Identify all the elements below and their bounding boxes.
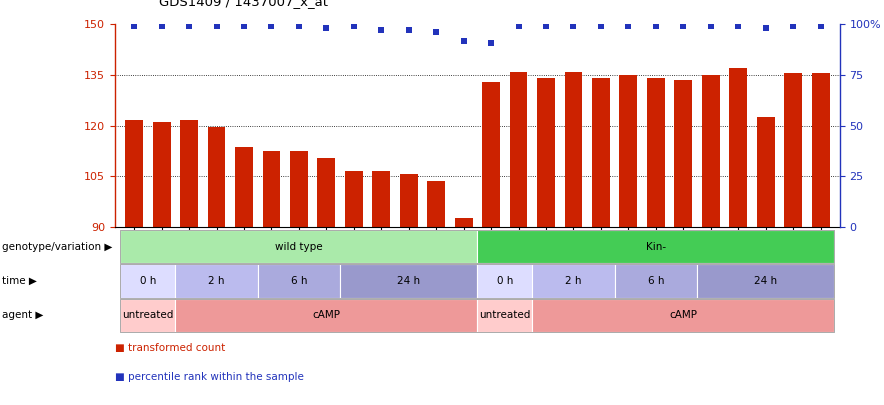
Bar bbox=[565, 72, 583, 227]
Bar bbox=[126, 121, 143, 227]
Text: 2 h: 2 h bbox=[209, 276, 225, 286]
Bar bbox=[208, 127, 225, 227]
Bar bbox=[482, 82, 500, 227]
Text: Kin-: Kin- bbox=[646, 242, 666, 252]
Bar bbox=[620, 75, 637, 227]
Bar bbox=[235, 147, 253, 227]
Bar bbox=[729, 68, 747, 227]
Bar bbox=[537, 78, 555, 227]
Text: 6 h: 6 h bbox=[291, 276, 307, 286]
Text: GDS1409 / 1437007_x_at: GDS1409 / 1437007_x_at bbox=[159, 0, 328, 8]
Text: 0 h: 0 h bbox=[140, 276, 156, 286]
Bar bbox=[592, 78, 610, 227]
Text: genotype/variation ▶: genotype/variation ▶ bbox=[2, 242, 112, 252]
Text: untreated: untreated bbox=[122, 311, 173, 320]
Bar bbox=[454, 218, 473, 227]
Bar bbox=[427, 181, 446, 227]
Bar bbox=[345, 171, 362, 227]
Text: 6 h: 6 h bbox=[648, 276, 664, 286]
Bar bbox=[702, 75, 720, 227]
Bar bbox=[400, 175, 417, 227]
Text: wild type: wild type bbox=[275, 242, 323, 252]
Bar bbox=[812, 73, 829, 227]
Bar bbox=[317, 158, 335, 227]
Bar bbox=[757, 117, 774, 227]
Bar bbox=[290, 151, 308, 227]
Text: cAMP: cAMP bbox=[312, 311, 340, 320]
Bar bbox=[263, 151, 280, 227]
Text: ■ transformed count: ■ transformed count bbox=[115, 343, 225, 353]
Bar bbox=[647, 78, 665, 227]
Text: 24 h: 24 h bbox=[397, 276, 420, 286]
Text: 0 h: 0 h bbox=[497, 276, 513, 286]
Text: agent ▶: agent ▶ bbox=[2, 311, 43, 320]
Text: 2 h: 2 h bbox=[565, 276, 582, 286]
Bar bbox=[784, 73, 802, 227]
Text: time ▶: time ▶ bbox=[2, 276, 36, 286]
Text: ■ percentile rank within the sample: ■ percentile rank within the sample bbox=[115, 372, 304, 382]
Bar bbox=[180, 121, 198, 227]
Bar bbox=[153, 122, 171, 227]
Bar bbox=[509, 72, 528, 227]
Text: 24 h: 24 h bbox=[754, 276, 777, 286]
Bar bbox=[372, 171, 390, 227]
Text: untreated: untreated bbox=[479, 311, 530, 320]
Bar bbox=[674, 80, 692, 227]
Text: cAMP: cAMP bbox=[669, 311, 697, 320]
